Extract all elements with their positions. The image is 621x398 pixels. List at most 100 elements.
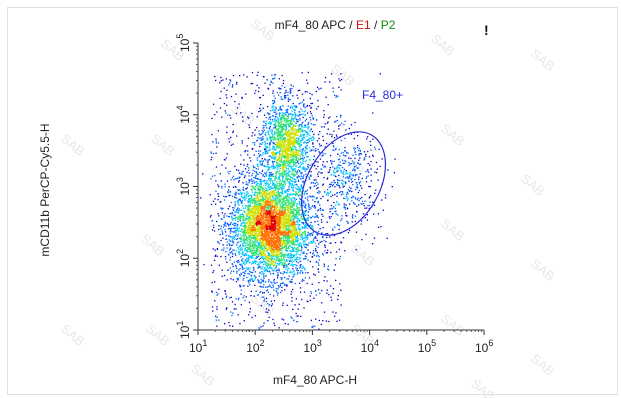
event-dot xyxy=(290,210,293,212)
event-dot xyxy=(249,245,251,247)
event-dot xyxy=(282,171,284,173)
event-dot xyxy=(261,261,264,264)
event-dot xyxy=(244,228,246,230)
event-dot xyxy=(248,197,251,200)
event-dot xyxy=(322,253,324,255)
event-dot xyxy=(259,222,261,224)
event-dot xyxy=(295,191,297,193)
event-dot xyxy=(283,237,285,239)
event-dot xyxy=(299,190,302,192)
event-dot xyxy=(272,210,274,212)
event-dot xyxy=(304,234,306,236)
event-dot xyxy=(251,211,254,213)
event-dot xyxy=(235,191,237,193)
event-dot xyxy=(220,255,222,258)
event-dot xyxy=(247,221,250,223)
event-dot xyxy=(255,248,258,250)
event-dot xyxy=(269,239,271,242)
event-dot xyxy=(250,245,252,248)
event-dot xyxy=(302,241,304,244)
event-dot xyxy=(278,259,281,262)
event-dot xyxy=(268,228,270,230)
event-dot xyxy=(304,141,306,143)
event-dot xyxy=(259,107,261,109)
event-dot xyxy=(225,238,228,240)
event-dot xyxy=(233,237,235,239)
event-dot xyxy=(265,239,267,241)
event-dot xyxy=(242,254,244,256)
event-dot xyxy=(276,121,279,123)
event-dot xyxy=(305,243,307,245)
event-dot xyxy=(265,245,267,247)
event-dot xyxy=(263,208,266,210)
event-dot xyxy=(237,207,239,209)
event-dot xyxy=(265,152,267,154)
event-dot xyxy=(292,150,294,152)
event-dot xyxy=(290,255,293,257)
event-dot xyxy=(239,234,242,236)
event-dot xyxy=(219,233,221,236)
event-dot xyxy=(260,270,262,273)
event-dot xyxy=(259,172,261,174)
event-dot xyxy=(259,180,261,182)
event-dot xyxy=(282,254,284,256)
event-dot xyxy=(246,218,249,220)
event-dot xyxy=(291,201,293,203)
event-dot xyxy=(283,156,285,159)
event-dot xyxy=(267,205,269,207)
event-dot xyxy=(214,249,216,251)
event-dot xyxy=(291,223,293,225)
event-dot xyxy=(236,229,238,231)
event-dot xyxy=(291,212,293,214)
event-dot xyxy=(239,246,241,248)
event-dot xyxy=(256,184,258,187)
event-dot xyxy=(266,250,268,252)
event-dot xyxy=(284,118,286,121)
event-dot xyxy=(263,221,265,223)
event-dot xyxy=(259,215,262,217)
event-dot xyxy=(257,221,259,223)
event-dot xyxy=(236,177,238,180)
event-dot xyxy=(281,167,284,169)
event-dot xyxy=(254,259,256,261)
event-dot xyxy=(261,161,264,163)
event-dot xyxy=(273,146,276,148)
event-dot xyxy=(248,126,251,129)
event-dot xyxy=(236,270,238,272)
event-dot xyxy=(269,203,271,205)
event-dot xyxy=(282,133,284,135)
event-dot xyxy=(269,247,271,249)
event-dot xyxy=(299,194,301,196)
event-dot xyxy=(301,72,303,74)
event-dot xyxy=(262,279,265,281)
event-dot xyxy=(301,213,303,215)
event-dot xyxy=(283,213,285,215)
event-dot xyxy=(239,219,241,221)
event-dot xyxy=(271,233,273,235)
event-dot xyxy=(244,150,247,152)
event-dot xyxy=(280,234,282,236)
event-dot xyxy=(297,251,299,253)
event-dot xyxy=(260,240,262,242)
event-dot xyxy=(300,234,302,236)
event-dot xyxy=(299,231,301,233)
event-dot xyxy=(298,186,300,188)
event-dot xyxy=(234,201,236,203)
event-dot xyxy=(253,214,255,216)
event-dot xyxy=(299,235,302,237)
event-dot xyxy=(263,254,265,256)
event-dot xyxy=(278,250,280,253)
event-dot xyxy=(274,248,276,250)
event-dot xyxy=(302,258,305,260)
event-dot xyxy=(296,203,298,205)
event-dot xyxy=(248,217,250,220)
event-dot xyxy=(290,198,292,200)
event-dot xyxy=(254,260,256,262)
event-dot xyxy=(266,297,268,300)
event-dot xyxy=(267,252,269,254)
event-dot xyxy=(252,218,255,220)
event-dot xyxy=(253,199,256,201)
event-dot xyxy=(270,281,272,283)
event-dot xyxy=(307,259,309,261)
event-dot xyxy=(286,220,288,222)
